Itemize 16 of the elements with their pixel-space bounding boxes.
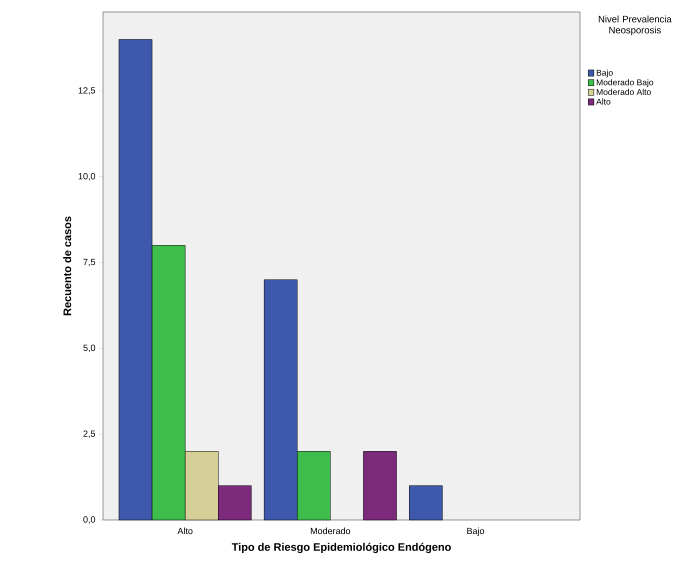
y-tick-label: 12,5 <box>78 87 96 95</box>
x-axis-title: Tipo de Riesgo Epidemiológico Endógeno <box>232 542 451 554</box>
y-axis-title: Recuento de casos <box>63 216 72 316</box>
y-tick-label: 10,0 <box>78 173 96 180</box>
y-tick-label: 2,5 <box>83 430 96 438</box>
y-tick-label: 0,0 <box>83 516 96 524</box>
x-tick-label: Alto <box>177 528 193 534</box>
legend-label: Moderado Alto <box>596 88 651 95</box>
y-tick-label: 5,0 <box>83 344 96 352</box>
x-tick-label: Moderado <box>310 528 350 534</box>
legend-label: Bajo <box>596 70 613 78</box>
legend-title: Nivel Prevalencia Neosporosis <box>598 16 672 36</box>
y-tick-label: 7,5 <box>83 258 96 266</box>
x-tick-label: Bajo <box>467 528 484 536</box>
legend-label: Moderado Bajo <box>596 79 654 88</box>
legend-label: Alto <box>596 98 610 105</box>
